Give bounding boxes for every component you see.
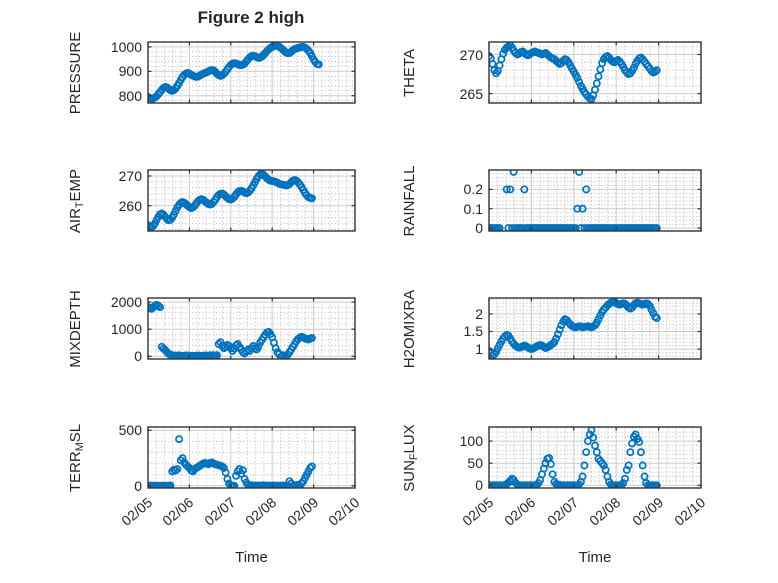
h2omixra-ytick-label-1.5: 1.5 xyxy=(463,323,483,340)
mixdepth-ytick-label-1000: 1000 xyxy=(110,321,142,338)
terrmsl-ytick-label-500: 500 xyxy=(118,422,142,439)
time-axis-label-right: Time xyxy=(578,549,612,566)
rainfall-ytick-label-0: 0 xyxy=(475,220,483,237)
airtemp-ytick-label-270: 270 xyxy=(118,167,142,184)
terrmsl-ylabel: TERRMSL xyxy=(67,423,87,492)
subplot-mixdepth xyxy=(147,297,356,360)
sunflux-ytick-label-50: 50 xyxy=(467,455,483,472)
mixdepth-ytick-label-2000: 2000 xyxy=(110,294,142,311)
theta-ytick-label-265: 265 xyxy=(459,85,483,102)
time-axis-label-left: Time xyxy=(235,549,268,566)
subplot-terrmsl xyxy=(147,426,356,489)
subplot-h2omixra xyxy=(488,297,702,360)
subplot-theta xyxy=(488,41,702,104)
mixdepth-ytick-label-0: 0 xyxy=(134,348,142,365)
airtemp-ytick-label-260: 260 xyxy=(118,197,142,214)
subplot-rainfall xyxy=(488,169,702,232)
rainfall-ytick-label-0.1: 0.1 xyxy=(463,200,483,217)
sunflux-ytick-label-0: 0 xyxy=(475,477,483,494)
sunflux-ytick-label-100: 100 xyxy=(459,433,483,450)
pressure-ytick-label-800: 800 xyxy=(118,87,142,104)
subplot-airtemp xyxy=(147,169,356,232)
h2omixra-ytick-label-1: 1 xyxy=(475,341,483,358)
theta-ytick-label-270: 270 xyxy=(459,46,483,63)
terrmsl-ytick-label-0: 0 xyxy=(134,477,142,494)
sunflux-ylabel: SUNFLUX xyxy=(401,423,421,492)
rainfall-ytick-label-0.2: 0.2 xyxy=(463,181,483,198)
figure-title: Figure 2 high xyxy=(197,8,305,27)
h2omixra-ytick-label-2: 2 xyxy=(475,305,483,322)
subplot-pressure xyxy=(147,41,356,104)
pressure-ytick-label-1000: 1000 xyxy=(110,38,142,55)
subplot-sunflux xyxy=(488,426,702,489)
pressure-ytick-label-900: 900 xyxy=(118,63,142,80)
